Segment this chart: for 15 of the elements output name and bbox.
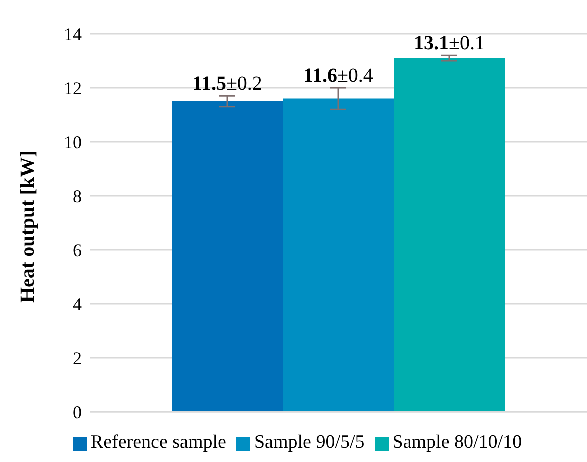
legend-label: Reference sample	[90, 432, 226, 453]
legend-label: Sample 90/5/5	[254, 432, 365, 453]
data-label: 11.6±0.4	[304, 65, 374, 87]
y-tick-label: 14	[64, 24, 82, 44]
y-tick-label: 6	[73, 240, 82, 260]
y-tick-label: 0	[73, 402, 82, 422]
data-label: 13.1±0.1	[414, 32, 485, 55]
y-axis-title: Heat output [kW]	[17, 150, 40, 303]
data-label: 11.5±0.2	[192, 73, 262, 96]
y-tick-label: 10	[64, 132, 82, 152]
y-tick-label: 12	[64, 78, 82, 98]
y-tick-label: 4	[73, 294, 82, 314]
y-tick-label: 8	[73, 186, 82, 206]
y-tick-label: 2	[73, 348, 82, 368]
legend-label: Sample 80/10/10	[392, 432, 522, 453]
